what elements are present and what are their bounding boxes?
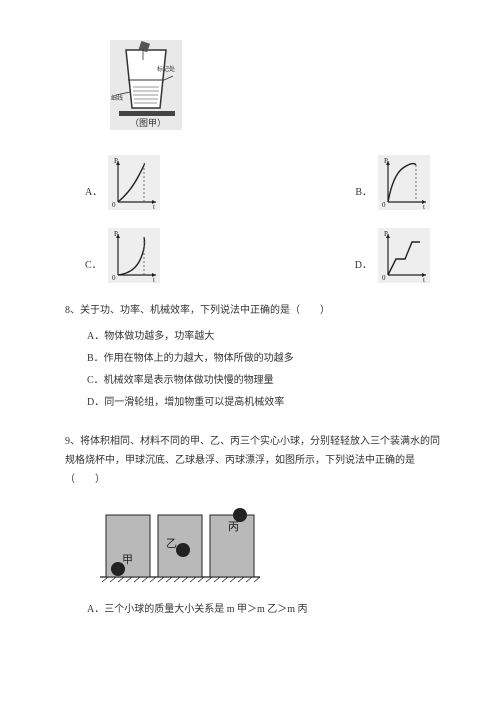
option-row-1: A． P t 0 B． — [65, 155, 440, 210]
q8-opt-d: D．同一滑轮组，增加物重可以提高机械效率 — [65, 392, 440, 414]
graph-c-xlabel: t — [153, 276, 155, 283]
graph-d: P t 0 — [378, 228, 430, 283]
option-d: D． P t 0 — [355, 228, 430, 283]
q8-stem: 8、关于功、功率、机械效率，下列说法中正确的是（ ） — [65, 301, 440, 320]
q9-stem: 9、将体积相同、材料不同的甲、乙、丙三个实心小球，分别轻轻放入三个装满水的同规格… — [65, 432, 440, 489]
main-fig-right-label: 标记处 — [157, 65, 175, 73]
graph-a: P t 0 — [108, 155, 160, 210]
figure-buoyancy: 甲 乙 丙 — [100, 505, 440, 583]
option-b: B． P t 0 — [355, 155, 430, 210]
graph-a-xlabel: t — [153, 203, 155, 210]
option-d-label: D． — [355, 256, 372, 271]
buoy-label-bing: 丙 — [228, 521, 239, 533]
option-a-label: A． — [85, 183, 102, 198]
q8-opt-b: B．作用在物体上的力越大，物体所做的功越多 — [65, 348, 440, 370]
graph-d-ylabel: P — [384, 230, 388, 238]
buoy-label-yi: 乙 — [166, 537, 177, 550]
option-b-label: B． — [355, 183, 372, 198]
q8-options: A．物体做功越多，功率越大 B．作用在物体上的力越大，物体所做的功越多 C．机械… — [65, 326, 440, 414]
graph-b-ylabel: P — [384, 157, 388, 165]
buoy-label-jia: 甲 — [122, 554, 133, 566]
graph-d-xlabel: t — [423, 276, 425, 283]
option-a: A． P t 0 — [85, 155, 160, 210]
main-fig-left-label: 细线 — [111, 94, 123, 102]
option-c-label: C． — [85, 256, 102, 271]
graph-a-origin: 0 — [112, 201, 116, 209]
graph-b-xlabel: t — [423, 203, 425, 210]
graph-d-origin: 0 — [382, 274, 386, 282]
question-9: 9、将体积相同、材料不同的甲、乙、丙三个实心小球，分别轻轻放入三个装满水的同规格… — [65, 432, 440, 621]
graph-c-origin: 0 — [112, 274, 116, 282]
q8-opt-a: A．物体做功越多，功率越大 — [65, 326, 440, 348]
q8-opt-c: C．机械效率是表示物体做功快慢的物理量 — [65, 370, 440, 392]
graph-c-ylabel: P — [114, 230, 118, 238]
main-fig-caption: （图甲） — [130, 118, 166, 128]
figure-main: 细线 标记处 （图甲） — [110, 40, 440, 130]
graph-a-ylabel: P — [114, 157, 118, 165]
question-8: 8、关于功、功率、机械效率，下列说法中正确的是（ ） A．物体做功越多，功率越大… — [65, 301, 440, 414]
graph-c: P t 0 — [108, 228, 160, 283]
option-row-2: C． P t 0 D． — [65, 228, 440, 283]
q9-options: A．三个小球的质量大小关系是 m 甲＞m 乙＞m 丙 — [65, 599, 440, 621]
q9-opt-a: A．三个小球的质量大小关系是 m 甲＞m 乙＞m 丙 — [65, 599, 440, 621]
option-c: C． P t 0 — [85, 228, 160, 283]
graph-b: P t 0 — [378, 155, 430, 210]
graph-b-origin: 0 — [382, 201, 386, 209]
